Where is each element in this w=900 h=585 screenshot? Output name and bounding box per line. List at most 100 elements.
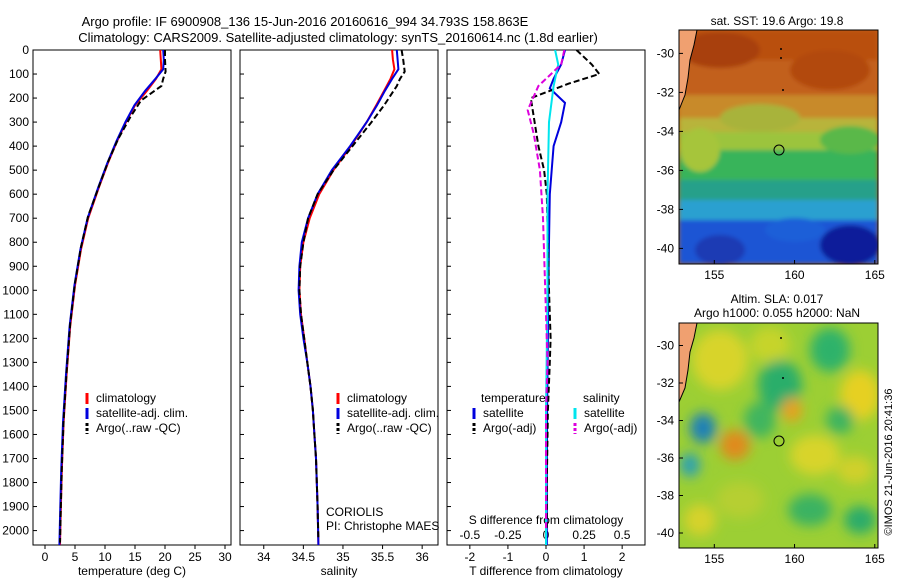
salinity-xlabel: salinity (321, 564, 358, 578)
lon-tick-label: 155 (704, 552, 724, 566)
x-tick-label: 30 (218, 550, 232, 564)
salinity-panel-frame (239, 49, 439, 546)
depth-tick-label: 900 (9, 259, 29, 273)
x-tick-label: -2 (465, 550, 476, 564)
depth-tick-label: 0 (22, 43, 29, 57)
x-tick-label: 34 (257, 550, 271, 564)
difference-xlabel: T difference from climatology (469, 564, 623, 578)
x-tick-label: 2 (619, 550, 626, 564)
lat-tick-label: -30 (657, 46, 675, 60)
lat-tick-label: -34 (657, 414, 675, 428)
x-tick-label: 25 (188, 550, 202, 564)
salinity-lines (297, 50, 406, 545)
sst-map-frame (678, 29, 879, 265)
pi-label: PI: Christophe MAES (326, 519, 439, 533)
lat-tick-label: -32 (657, 85, 675, 99)
figure-title-line2: Climatology: CARS2009. Satellite-adjuste… (78, 30, 598, 45)
sst-map-axes: -30 -32 -34 -36 -38 -40 155 160 165 (657, 46, 885, 282)
difference-lines (526, 50, 601, 545)
series-line-satellite-adj-clim- (297, 50, 400, 545)
sst-coastline (679, 30, 698, 111)
s-tick-label: -0.5 (460, 528, 481, 542)
sla-coastline (679, 323, 698, 403)
temperature-legend: climatology satellite-adj. clim. Argo(..… (85, 391, 188, 435)
temperature-x-axis: 0 5 10 15 20 25 30 (42, 545, 232, 564)
x-tick-label: 15 (128, 550, 142, 564)
legend-climatology-label: climatology (96, 391, 156, 405)
salinity-legend: climatology satellite-adj. clim. Argo(..… (326, 391, 439, 533)
sst-island-dot (782, 89, 784, 91)
legend-argo-label: Argo(..raw -QC) (96, 421, 181, 435)
depth-tick-label: 1600 (2, 427, 29, 441)
depth-tick-label: 1900 (2, 500, 29, 514)
sst-argo-marker (773, 144, 785, 156)
sla-island-dot (780, 337, 782, 339)
depth-tick-label: 700 (9, 211, 29, 225)
legend-salinity-title: salinity (583, 391, 620, 405)
x-tick-label: 20 (158, 550, 172, 564)
x-tick-label: 10 (98, 550, 112, 564)
sla-map-title-line1: Altim. SLA: 0.017 (731, 292, 824, 306)
salinity-x-axis: 34 34.5 35 35.5 36 (257, 545, 429, 564)
difference-x-axis: -2 -1 0 1 2 (465, 545, 626, 564)
depth-tick-label: 800 (9, 235, 29, 249)
legend-s-satellite-label: satellite (584, 406, 625, 420)
legend-t-argo-label: Argo(-adj) (483, 421, 536, 435)
depth-tick-label: 100 (9, 67, 29, 81)
depth-tick-label: 1200 (2, 331, 29, 345)
x-tick-label: 5 (72, 550, 79, 564)
sla-map-title-line2: Argo h1000: 0.055 h2000: NaN (694, 306, 860, 320)
legend-argo-label: Argo(..raw -QC) (347, 421, 432, 435)
depth-tick-label: 2000 (2, 524, 29, 538)
series-line-climatology (59, 50, 163, 545)
depth-tick-label: 1100 (3, 307, 29, 321)
lat-tick-label: -36 (657, 163, 675, 177)
lon-tick-label: 160 (785, 268, 805, 282)
series-line-argo-adj- (529, 50, 601, 531)
s-tick-label: 0.5 (614, 528, 631, 542)
lat-tick-label: -40 (657, 241, 675, 255)
depth-tick-label: 1000 (2, 283, 29, 297)
lon-tick-label: 165 (865, 552, 885, 566)
sst-island-dot (780, 48, 782, 50)
x-tick-label: 35.5 (371, 550, 395, 564)
x-tick-label: 1 (581, 550, 588, 564)
series-line-argo-adj- (526, 50, 566, 531)
legend-t-satellite-label: satellite (483, 406, 524, 420)
figure-title-line1: Argo profile: IF 6900908_136 15-Jun-2016… (82, 14, 529, 29)
series-line-climatology (298, 50, 396, 545)
lat-tick-label: -30 (657, 339, 675, 353)
legend-temperature-title: temperature (481, 391, 546, 405)
sla-field (680, 327, 878, 536)
s-tick-label: 0.25 (572, 528, 596, 542)
depth-axis: 0 100 200 300 400 500 600 700 800 900 1000 1100 1200… (2, 43, 451, 538)
depth-tick-label: 400 (9, 139, 29, 153)
lat-tick-label: -40 (657, 526, 675, 540)
x-tick-label: 35 (336, 550, 350, 564)
sst-map (679, 30, 878, 264)
difference-legend: temperature salinity satellite Argo(-adj… (472, 391, 637, 435)
temperature-panel-frame (32, 49, 232, 546)
sla-argo-marker (773, 435, 785, 447)
lat-tick-label: -38 (657, 489, 675, 503)
lat-tick-label: -38 (657, 202, 675, 216)
legend-climatology-label: climatology (347, 391, 407, 405)
lon-tick-label: 155 (704, 268, 724, 282)
sla-map-axes: -30 -32 -34 -36 -38 -40 155 160 165 (657, 339, 885, 567)
depth-tick-label: 1800 (2, 476, 29, 490)
depth-tick-label: 300 (9, 115, 29, 129)
legend-s-argo-label: Argo(-adj) (584, 421, 637, 435)
sst-field (679, 30, 878, 264)
lat-tick-label: -34 (657, 124, 675, 138)
temperature-lines (58, 50, 167, 545)
legend-satellite-label: satellite-adj. clim. (347, 406, 439, 420)
sla-island-dot (782, 377, 784, 379)
x-tick-label: 36 (415, 550, 429, 564)
lon-tick-label: 160 (785, 552, 805, 566)
legend-satellite-label: satellite-adj. clim. (96, 406, 188, 420)
x-tick-label: 0 (543, 550, 550, 564)
sst-island-dot (780, 57, 782, 59)
lat-tick-label: -36 (657, 451, 675, 465)
